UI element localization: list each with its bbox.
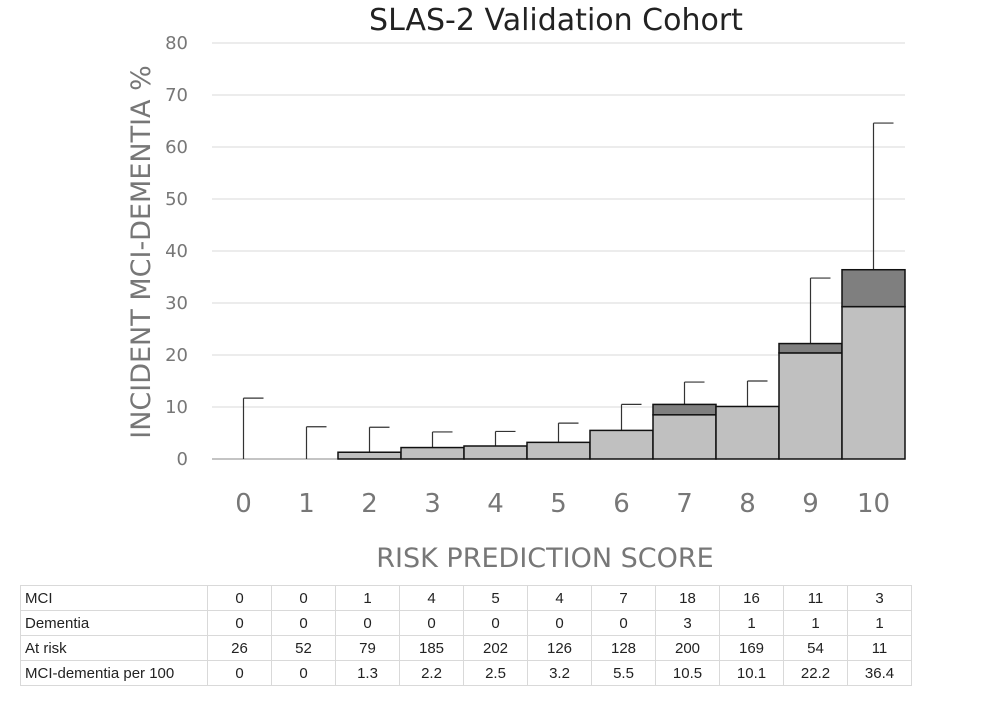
- table-cell: 0: [335, 610, 400, 636]
- bar-segment-lower: [337, 451, 402, 460]
- x-tick-label: 3: [424, 489, 441, 519]
- table-cell: 2.2: [399, 660, 464, 686]
- table-cell: 10.1: [719, 660, 784, 686]
- y-tick-labels: 0 10 20 30 40 50 60 70 80: [165, 33, 188, 470]
- table-cell: 2.5: [463, 660, 528, 686]
- y-tick-label: 80: [165, 33, 188, 54]
- table-cell: 11: [783, 585, 848, 611]
- table-row-label: MCI-dementia per 100: [20, 660, 208, 686]
- risk-table: MCI 0 0 1 4 5 4 7 18 16 11 3 Dementia 0 0 0 0 0 0 0 3 1 1 1 At r…: [20, 585, 912, 686]
- table-cell: 3.2: [527, 660, 592, 686]
- chart: SLAS-2 Validation Cohort 010203040506070…: [126, 3, 906, 574]
- table-row: Dementia 0 0 0 0 0 0 0 3 1 1 1: [20, 610, 912, 636]
- table-cell: 0: [527, 610, 592, 636]
- chart-title: SLAS-2 Validation Cohort: [369, 3, 743, 38]
- table-row-label: Dementia: [20, 610, 208, 636]
- table-cell: 26: [207, 635, 272, 661]
- table-cell: 0: [591, 610, 656, 636]
- y-tick-label: 0: [177, 449, 188, 470]
- bar-segment-lower: [400, 446, 465, 460]
- table-cell: 200: [655, 635, 720, 661]
- bars: [337, 268, 906, 460]
- table-cell: 1.3: [335, 660, 400, 686]
- bar-segment-lower: [715, 405, 780, 460]
- table-cell: 36.4: [847, 660, 912, 686]
- x-tick-label: 4: [487, 489, 504, 519]
- table-cell: 7: [591, 585, 656, 611]
- table-row-label: At risk: [20, 635, 208, 661]
- x-tick-label: 6: [613, 489, 630, 519]
- table-cell: 4: [399, 585, 464, 611]
- table-cell: 4: [527, 585, 592, 611]
- table-cell: 18: [655, 585, 720, 611]
- table-cell: 54: [783, 635, 848, 661]
- table-cell: 3: [655, 610, 720, 636]
- x-tick-label: 2: [361, 489, 378, 519]
- table-cell: 79: [335, 635, 400, 661]
- table-cell: 5.5: [591, 660, 656, 686]
- table-cell: 185: [399, 635, 464, 661]
- table-cell: 0: [399, 610, 464, 636]
- y-tick-label: 30: [165, 293, 188, 314]
- y-tick-label: 60: [165, 137, 188, 158]
- table-cell: 1: [335, 585, 400, 611]
- x-tick-label: 0: [235, 489, 252, 519]
- table-cell: 0: [207, 585, 272, 611]
- table-cell: 1: [783, 610, 848, 636]
- x-tick-labels: 0 1 2 3 4 5 6 7 8 9 10: [235, 489, 890, 519]
- bar-segment-upper: [841, 268, 906, 308]
- y-tick-label: 10: [165, 397, 188, 418]
- x-tick-label: 5: [550, 489, 567, 519]
- y-tick-label: 40: [165, 241, 188, 262]
- x-tick-label: 7: [676, 489, 693, 519]
- table-cell: 0: [207, 660, 272, 686]
- table-cell: 52: [271, 635, 336, 661]
- x-tick-label: 9: [802, 489, 819, 519]
- table-cell: 16: [719, 585, 784, 611]
- table-cell: 1: [847, 610, 912, 636]
- error-bars: [242, 122, 894, 459]
- x-tick-label: 10: [857, 489, 890, 519]
- table-cell: 0: [271, 585, 336, 611]
- y-axis-title: INCIDENT MCI-DEMENTIA %: [126, 65, 157, 439]
- bar-segment-lower: [463, 445, 528, 460]
- table-row: MCI-dementia per 100 0 0 1.3 2.2 2.5 3.2 5.5 10.…: [20, 660, 912, 686]
- bar-segment-lower: [652, 414, 717, 460]
- bar-segment-lower: [778, 352, 843, 460]
- table-row-label: MCI: [20, 585, 208, 611]
- bar-segment-upper: [778, 342, 843, 354]
- bar-segment-upper: [652, 403, 717, 416]
- bar-segment-lower: [589, 429, 654, 460]
- bar-segment-lower: [841, 305, 906, 460]
- table-cell: 5: [463, 585, 528, 611]
- table-cell: 0: [463, 610, 528, 636]
- table-cell: 169: [719, 635, 784, 661]
- table-cell: 126: [527, 635, 592, 661]
- table-cell: 1: [719, 610, 784, 636]
- y-tick-label: 70: [165, 85, 188, 106]
- x-tick-label: 1: [298, 489, 315, 519]
- table-cell: 10.5: [655, 660, 720, 686]
- gridlines: [212, 42, 905, 460]
- y-tick-label: 20: [165, 345, 188, 366]
- x-axis-title: RISK PREDICTION SCORE: [376, 543, 713, 574]
- table-cell: 0: [271, 610, 336, 636]
- table-row: At risk 26 52 79 185 202 126 128 200 169 54 11: [20, 635, 912, 661]
- bar-segment-lower: [526, 441, 591, 460]
- table-cell: 3: [847, 585, 912, 611]
- table-cell: 22.2: [783, 660, 848, 686]
- table-cell: 11: [847, 635, 912, 661]
- y-tick-label: 50: [165, 189, 188, 210]
- table-cell: 202: [463, 635, 528, 661]
- x-tick-label: 8: [739, 489, 756, 519]
- table-cell: 128: [591, 635, 656, 661]
- table-cell: 0: [207, 610, 272, 636]
- table-row: MCI 0 0 1 4 5 4 7 18 16 11 3: [20, 585, 912, 611]
- table-cell: 0: [271, 660, 336, 686]
